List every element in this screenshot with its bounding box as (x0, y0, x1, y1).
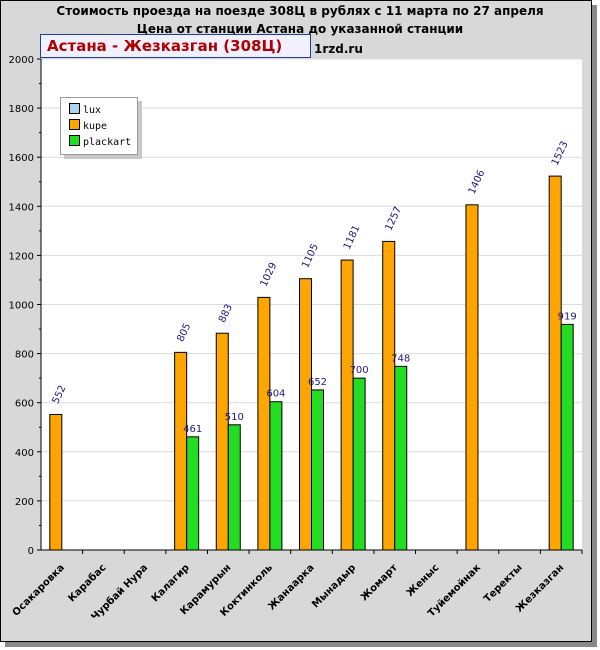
x-tick-label: Теректы (482, 562, 525, 605)
bar-plackart (311, 389, 324, 551)
bar-kupe (465, 204, 479, 551)
chart-title: Стоимость проезда на поезде 308Ц в рубля… (56, 4, 544, 18)
bar-kupe (215, 332, 229, 551)
bar-plackart (394, 365, 408, 551)
x-tick-label: Женыс (405, 562, 442, 599)
route-label: Астана - Жезказган (308Ц) (40, 34, 311, 58)
legend-label-kupe: kupe (83, 121, 108, 132)
data-label-plackart: 461 (183, 424, 202, 435)
y-tick-label: 2000 (9, 55, 34, 66)
data-label-plackart: 700 (350, 365, 369, 376)
legend-label-lux: lux (83, 105, 102, 116)
x-tick-label: Мынадыр (310, 562, 358, 610)
legend-item-plackart: plackart (69, 135, 131, 149)
legend-item-lux: lux (69, 103, 101, 117)
y-tick-label: 200 (15, 497, 34, 508)
x-tick-label: Осакаровка (11, 562, 67, 618)
legend-swatch-lux (69, 103, 80, 114)
y-tick-label: 400 (15, 448, 34, 459)
x-tick-label: Калагир (150, 562, 192, 604)
bar-plackart (269, 401, 283, 551)
data-label-plackart: 748 (391, 353, 410, 364)
x-tick-label: Жомарт (359, 562, 400, 603)
y-tick-label: 1400 (9, 202, 34, 213)
data-label-plackart: 652 (308, 377, 327, 388)
y-tick-label: 1800 (9, 104, 34, 115)
bar-kupe (382, 240, 396, 551)
legend-label-plackart: plackart (83, 137, 132, 148)
bar-plackart (560, 323, 574, 551)
y-tick-label: 1600 (9, 153, 34, 164)
legend: lux kupe plackart (60, 97, 138, 155)
y-tick-label: 800 (15, 350, 34, 361)
bar-kupe (548, 175, 562, 551)
site-label: 1rzd.ru (314, 42, 363, 56)
bar-plackart (186, 436, 200, 551)
legend-swatch-kupe (69, 119, 80, 130)
bar-plackart (227, 424, 241, 551)
data-label-plackart: 919 (558, 311, 577, 322)
bar-kupe (299, 278, 312, 551)
x-tick-label: Карабас (66, 562, 109, 605)
data-label-plackart: 604 (266, 389, 285, 400)
bar-plackart (352, 377, 366, 551)
bar-kupe (174, 351, 188, 551)
chart-subtitle: Цена от станции Астана до указанной стан… (136, 22, 464, 36)
bar-kupe (49, 413, 63, 551)
bar-kupe (257, 296, 271, 551)
y-tick-label: 1000 (9, 301, 34, 312)
y-tick-label: 0 (28, 546, 34, 557)
y-tick-label: 600 (15, 399, 34, 410)
y-tick-label: 1200 (9, 251, 34, 262)
bar-kupe (340, 259, 354, 551)
legend-swatch-plackart (69, 135, 80, 146)
data-label-plackart: 510 (225, 412, 244, 423)
legend-item-kupe: kupe (69, 119, 107, 133)
